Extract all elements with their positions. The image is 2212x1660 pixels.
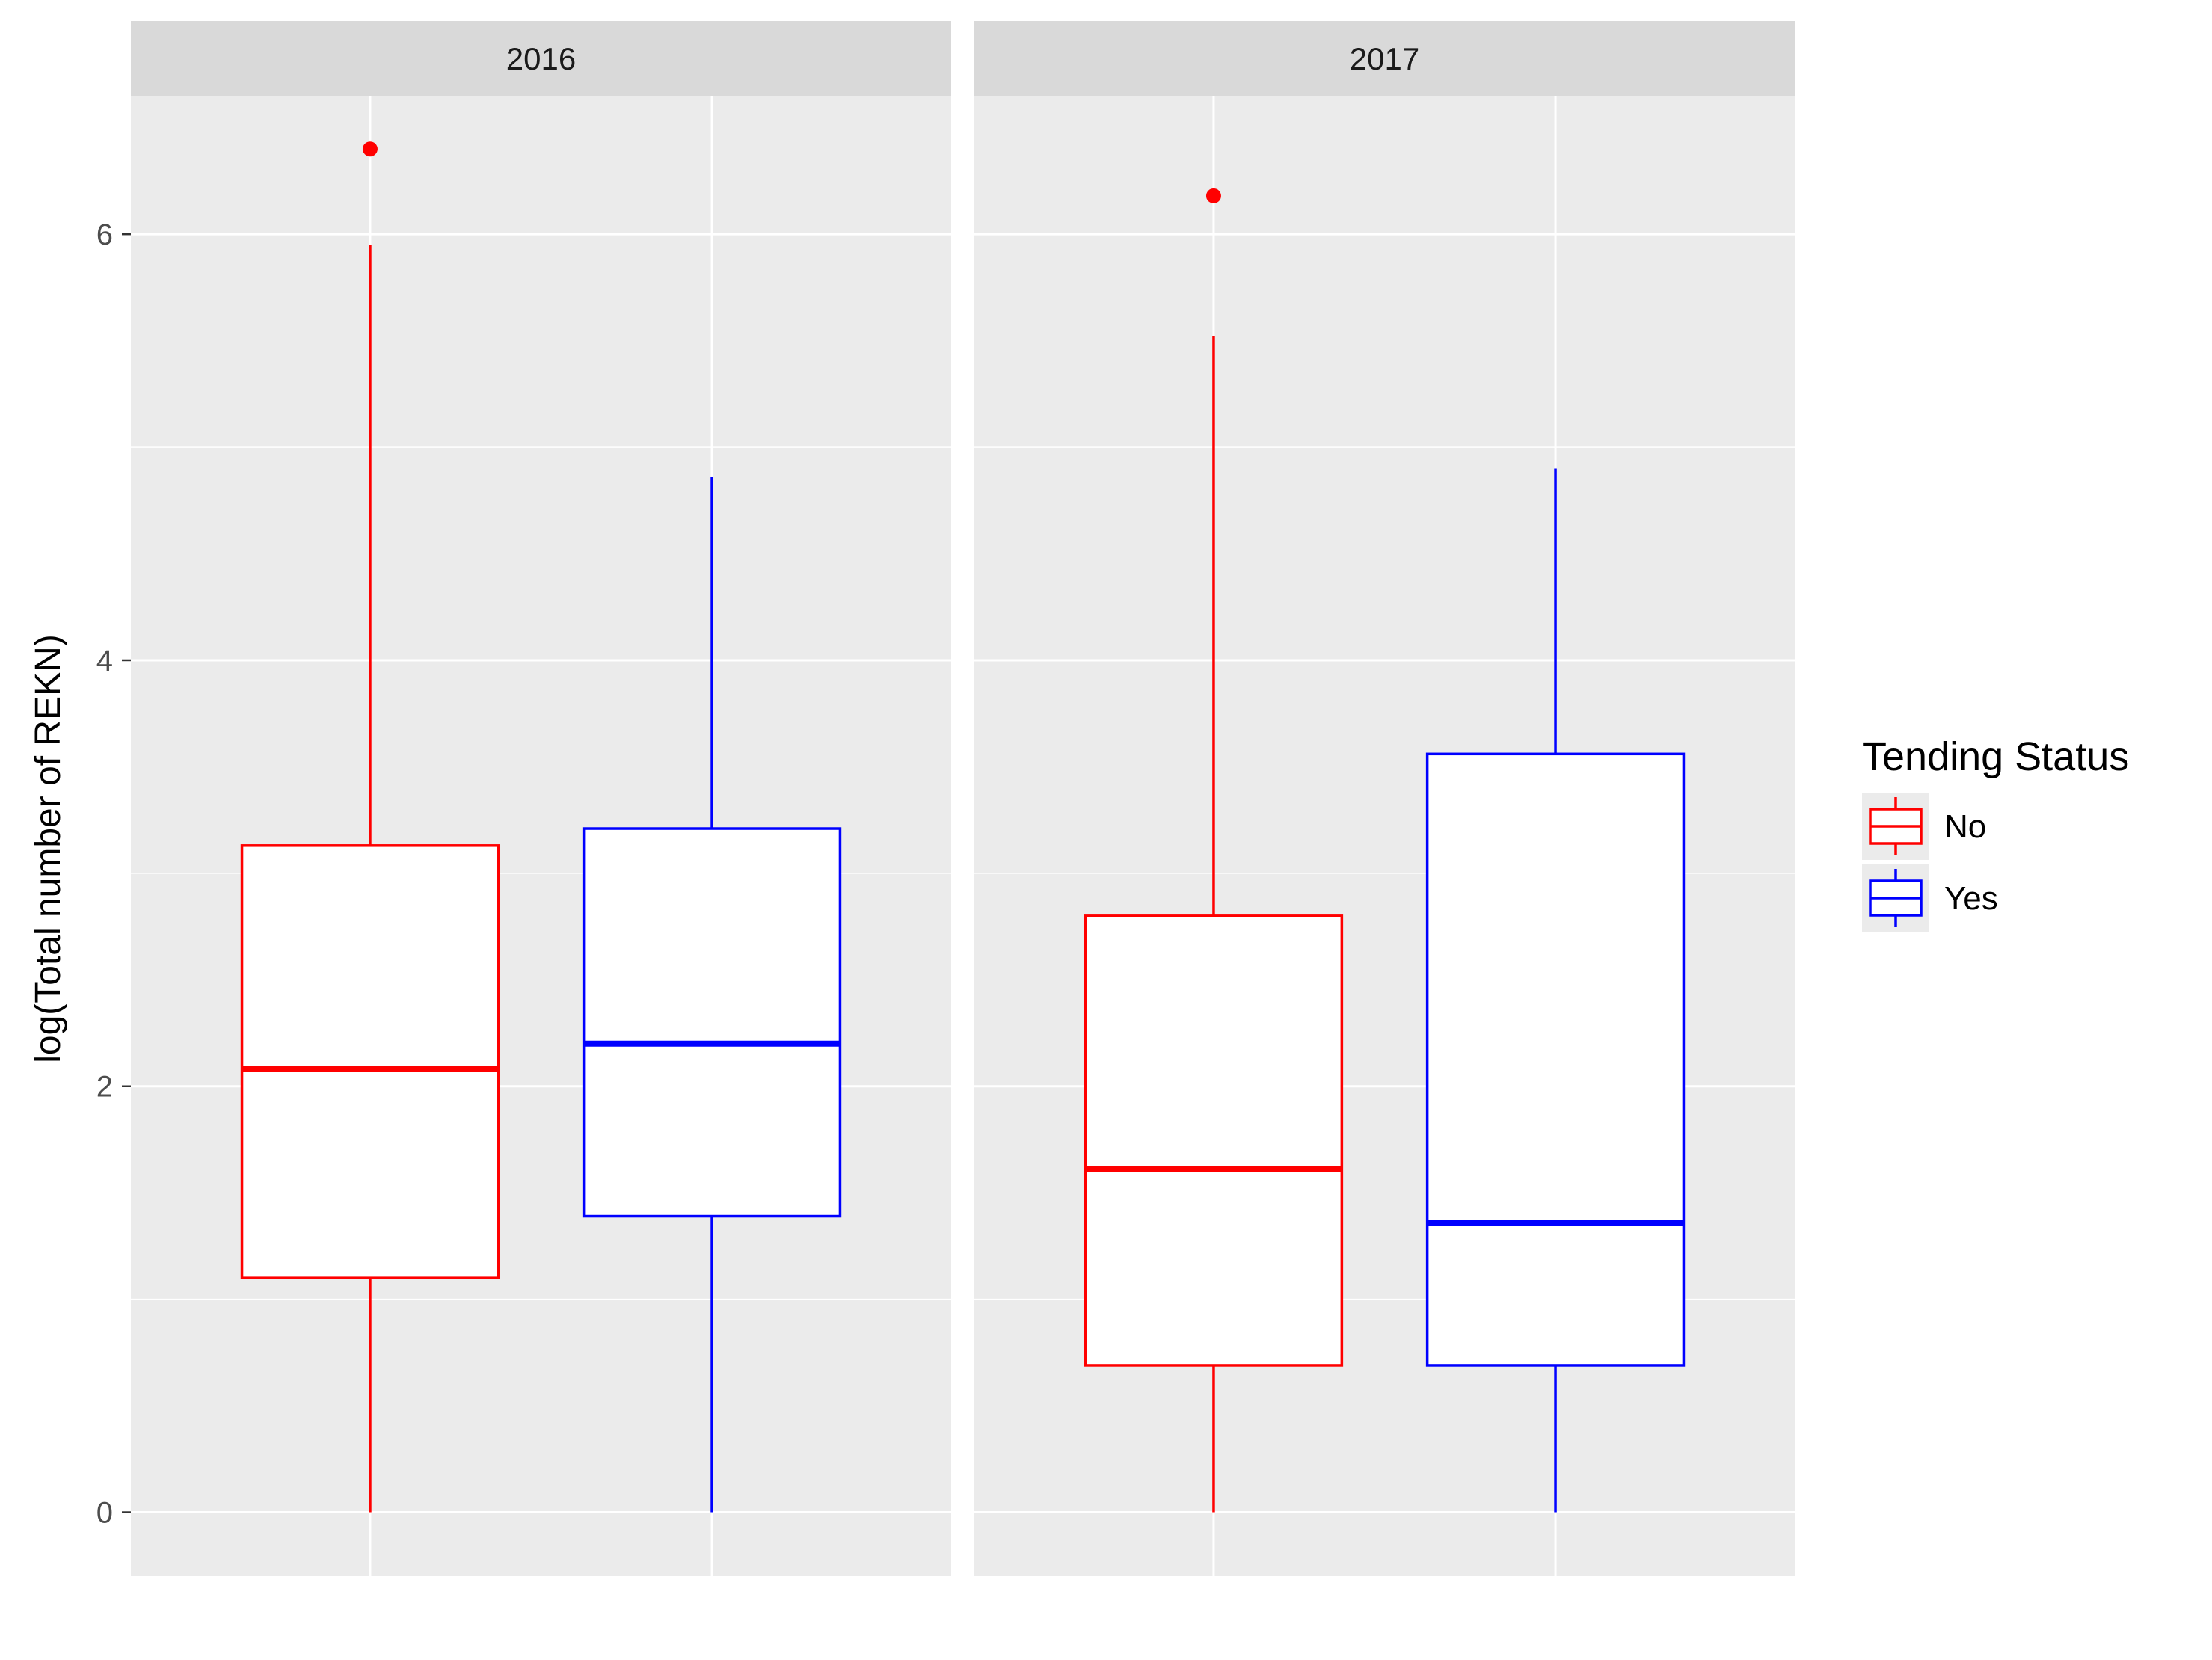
outlier-point: [1205, 188, 1221, 203]
facet-panel-2016: 2016: [131, 21, 951, 1576]
outlier-point: [362, 141, 378, 157]
box-2016-Yes: [582, 476, 842, 1513]
legend-label: No: [1944, 808, 1986, 845]
legend-title: Tending Status: [1862, 734, 2129, 779]
legend-item-yes: Yes: [1862, 864, 1998, 932]
box-2017-No: [1084, 188, 1344, 1513]
box-2016-No: [240, 141, 500, 1513]
legend: Tending Status No Yes: [1862, 734, 2129, 932]
box-iqr: [1425, 752, 1686, 1367]
facet-strip-label: 2016: [506, 41, 576, 76]
y-axis-title: log(Total number of REKN): [28, 634, 68, 1063]
y-tick-label: 0: [96, 1497, 113, 1530]
facet-strip: [131, 21, 951, 96]
box-2017-Yes: [1425, 468, 1686, 1513]
facet-strip-label: 2017: [1350, 41, 1419, 76]
y-tick-label: 4: [96, 645, 113, 677]
facet-panel-2017: 2017: [974, 21, 1795, 1576]
box-iqr: [582, 827, 842, 1218]
box-iqr: [240, 844, 500, 1279]
facet-panels: 2016 2017: [131, 21, 1795, 1576]
y-axis: 0 2 4 6: [96, 218, 131, 1530]
facet-strip: [974, 21, 1795, 96]
y-tick-label: 6: [96, 218, 113, 251]
y-tick-label: 2: [96, 1071, 113, 1104]
box-iqr: [1084, 914, 1344, 1367]
legend-item-no: No: [1862, 793, 1986, 860]
legend-label: Yes: [1944, 880, 1998, 917]
